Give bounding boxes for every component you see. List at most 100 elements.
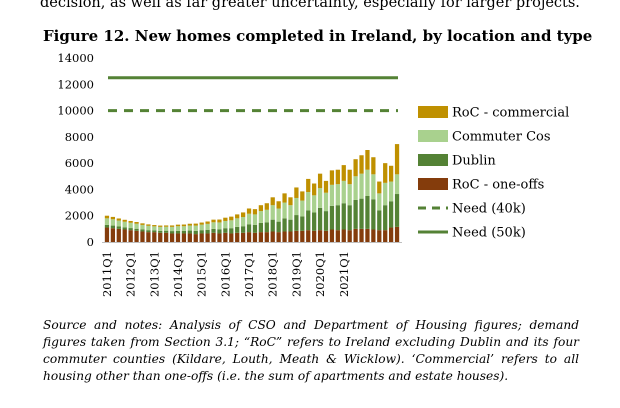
- bar-segment: [116, 226, 121, 229]
- bar-segment: [146, 232, 151, 242]
- bar-segment: [211, 219, 216, 223]
- bar-segment: [240, 232, 246, 242]
- legend-item: Need (40k): [418, 202, 526, 217]
- bar-segment: [306, 210, 311, 231]
- bar-segment: [223, 220, 228, 229]
- bar-segment: [323, 180, 329, 193]
- bar-segment: [264, 222, 269, 233]
- bar-segment: [341, 165, 346, 181]
- bar-segment: [181, 224, 187, 227]
- y-tick-label: 2000: [65, 209, 94, 223]
- bar-segment: [347, 184, 352, 206]
- bar-segment: [140, 224, 145, 230]
- y-tick-label: 14000: [57, 51, 94, 65]
- bar-segment: [341, 203, 346, 230]
- bar-segment: [388, 165, 394, 182]
- bar-segment: [377, 210, 382, 231]
- bar-segment: [146, 224, 151, 226]
- bar-segment: [353, 228, 358, 242]
- bar-segment: [199, 224, 204, 231]
- bar-segment: [317, 207, 323, 231]
- bar-segment: [140, 231, 145, 242]
- bar-segment: [383, 230, 388, 242]
- bar-segment: [377, 193, 382, 211]
- bar-segment: [371, 174, 376, 200]
- source-notes: Source and notes: Analysis of CSO and De…: [43, 318, 579, 383]
- bar-segment: [217, 219, 222, 223]
- x-tick-label: 2016Q1: [218, 251, 232, 297]
- x-tick-label: 2011Q1: [100, 251, 114, 297]
- bar-segment: [152, 225, 157, 227]
- bar-segment: [288, 197, 293, 206]
- bar-segment: [181, 233, 187, 242]
- bar-segment: [246, 213, 252, 225]
- bar-segment: [383, 163, 388, 183]
- bar-segment: [140, 229, 145, 232]
- bar-segment: [294, 215, 299, 231]
- bar-segment: [252, 224, 258, 233]
- bar-segment: [181, 226, 187, 231]
- bar-segment: [211, 222, 216, 229]
- bar-segment: [217, 229, 222, 234]
- bar-segment: [104, 224, 110, 228]
- bar-segment: [353, 199, 358, 229]
- legend-item: Commuter Cos: [418, 130, 551, 145]
- bar-segment: [169, 233, 175, 242]
- bar-segment: [187, 225, 192, 231]
- legend-item: RoC - one-offs: [418, 178, 544, 193]
- bar-segment: [312, 212, 317, 231]
- bar-segment: [205, 229, 210, 234]
- bar-segment: [152, 226, 157, 231]
- bar-segment: [122, 229, 127, 242]
- bar-segment: [329, 229, 335, 242]
- bar-segment: [104, 215, 110, 219]
- bar-segment: [353, 176, 358, 200]
- bar-segment: [211, 232, 216, 242]
- bar-segment: [158, 226, 163, 231]
- bar-segment: [229, 228, 234, 234]
- bar-segment: [164, 226, 169, 231]
- bar-segment: [276, 208, 281, 222]
- bar-segment: [110, 219, 116, 226]
- bar-segment: [371, 157, 376, 175]
- bar-segment: [365, 150, 370, 170]
- bar-segment: [211, 228, 216, 233]
- preceding-paragraph-text: decision, as well as far greater uncerta…: [40, 0, 580, 11]
- need-lines: [108, 76, 398, 113]
- bar-segment: [128, 222, 133, 229]
- bar-segment: [258, 222, 264, 233]
- bar-segment: [240, 212, 246, 218]
- x-tick-label: 2017Q1: [242, 251, 256, 297]
- bar-segment: [365, 196, 370, 229]
- legend-label: RoC - one-offs: [452, 178, 544, 193]
- bar-segment: [110, 216, 116, 220]
- bar-segment: [294, 230, 299, 242]
- bar-segment: [270, 231, 275, 242]
- bar-segment: [394, 194, 400, 227]
- bar-segment: [229, 233, 234, 242]
- bar-segment: [158, 225, 163, 227]
- bar-segment: [252, 209, 258, 215]
- bar-segment: [169, 225, 175, 227]
- legend-item: Dublin: [418, 154, 496, 169]
- y-tick-label: 4000: [65, 182, 94, 196]
- bar-segment: [175, 224, 181, 227]
- bar-segment: [140, 223, 145, 225]
- bar-segment: [252, 214, 258, 225]
- bar-segment: [270, 205, 275, 220]
- bar-segment: [223, 232, 228, 242]
- bar-segment: [246, 232, 252, 242]
- bar-segment: [335, 230, 340, 242]
- bar-segment: [110, 225, 116, 229]
- bar-segment: [193, 225, 198, 231]
- bar-segment: [377, 181, 382, 194]
- bar-segment: [329, 205, 335, 230]
- legend-item: Need (50k): [418, 226, 526, 241]
- bar-segment: [205, 233, 210, 242]
- bar-segment: [353, 159, 358, 177]
- bar-segment: [235, 218, 240, 227]
- bar-segment: [347, 169, 352, 185]
- figure-title: Figure 12. New homes completed in Irelan…: [43, 27, 593, 45]
- bar-segment: [217, 233, 222, 242]
- bar-segment: [317, 188, 323, 208]
